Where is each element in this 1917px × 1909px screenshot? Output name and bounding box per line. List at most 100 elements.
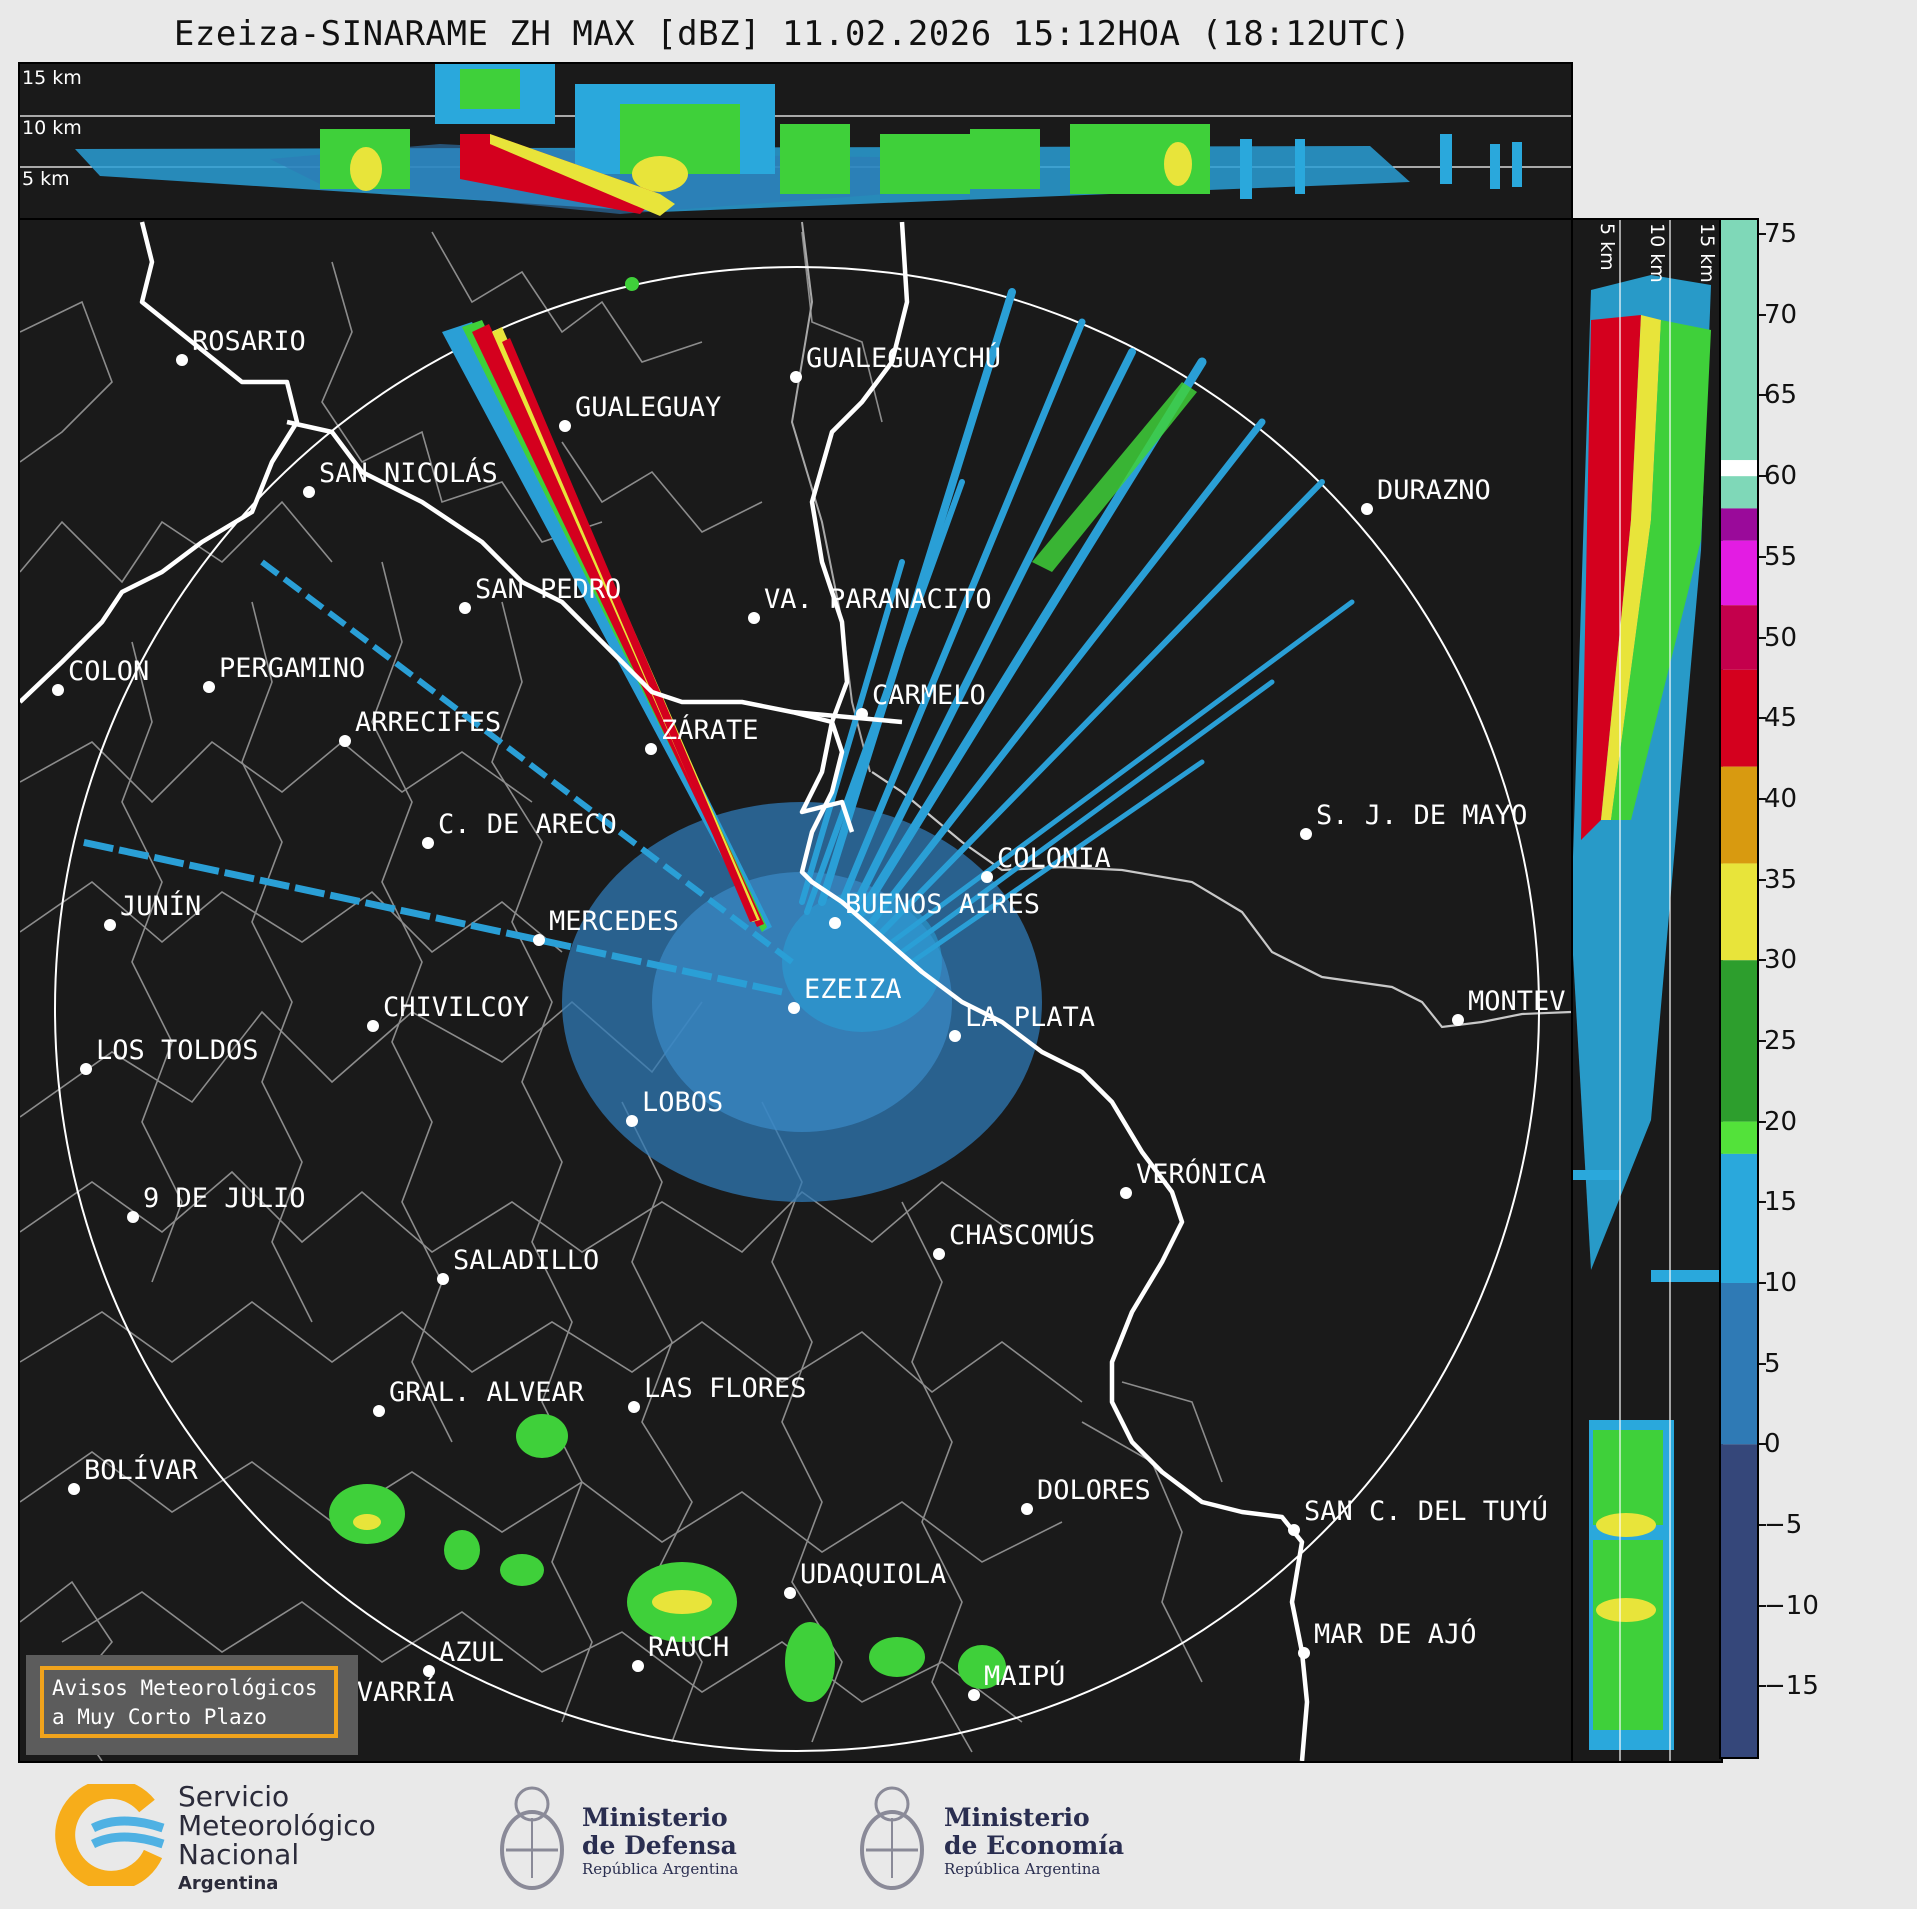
city-label: EZEIZA bbox=[804, 974, 902, 1005]
height-label-5km: 5 km bbox=[22, 168, 70, 190]
radar-map: ROSARIO GUALEGUAYCHÚ GUALEGUAY SAN NICOLÁS D… bbox=[20, 221, 1571, 1761]
department-boundaries bbox=[20, 231, 1223, 1761]
city-la-plata: LA PLATA bbox=[949, 1002, 1095, 1042]
colorbar-tick-mark bbox=[1759, 959, 1766, 962]
city-marker bbox=[788, 1002, 800, 1014]
colorbar-tick-label: 70 bbox=[1764, 299, 1798, 330]
colorbar-tick-mark bbox=[1759, 475, 1766, 478]
city-marker bbox=[437, 1273, 449, 1285]
top-cross-section-panel: 15 km 10 km 5 km bbox=[18, 62, 1573, 220]
city-label: DOLORES bbox=[1037, 1475, 1151, 1506]
ministerio-economia-logo: Ministerio de Economía República Argenti… bbox=[944, 1803, 1125, 1879]
city-va-paranacito: VA. PARANACITO bbox=[748, 584, 992, 624]
city-azul: AZUL bbox=[423, 1637, 504, 1677]
city-jun-n: JUNÍN bbox=[104, 890, 201, 931]
city-label: VA. PARANACITO bbox=[764, 584, 992, 615]
ministerio-defensa-logo: Ministerio de Defensa República Argentin… bbox=[582, 1803, 739, 1879]
city-marker bbox=[559, 420, 571, 432]
city-san-pedro: SAN PEDRO bbox=[459, 574, 621, 614]
warning-line-2: a Muy Corto Plazo bbox=[52, 1705, 267, 1729]
city-label: COLON bbox=[68, 656, 149, 687]
city-rosario: ROSARIO bbox=[176, 326, 306, 366]
city-label: 9 DE JULIO bbox=[143, 1183, 306, 1214]
colorbar-tick-mark bbox=[1759, 1281, 1766, 1284]
colorbar-tick-mark bbox=[1759, 313, 1766, 316]
colorbar-tick-label: 20 bbox=[1764, 1106, 1798, 1137]
colorbar-band-12 bbox=[1719, 1444, 1759, 1759]
city-marker bbox=[1021, 1503, 1033, 1515]
city-marker bbox=[1361, 503, 1373, 515]
city-buenos-aires: BUENOS AIRES bbox=[829, 889, 1040, 929]
warning-box-bg bbox=[26, 1655, 358, 1755]
city-marker bbox=[645, 743, 657, 755]
city-marker bbox=[1288, 1524, 1300, 1536]
city-chascom-s: CHASCOMÚS bbox=[933, 1219, 1095, 1260]
colorbar-band-10 bbox=[1719, 1153, 1759, 1283]
city-marker bbox=[968, 1689, 980, 1701]
city-bol-var: BOLÍVAR bbox=[68, 1454, 199, 1495]
colorbar-tick-label: 15 bbox=[1764, 1187, 1798, 1218]
colorbar-tick-mark bbox=[1759, 233, 1766, 236]
colorbar-tick-label: 10 bbox=[1764, 1267, 1798, 1298]
radar-echoes bbox=[81, 277, 1355, 1702]
city-marker bbox=[339, 735, 351, 747]
city-los-toldos: LOS TOLDOS bbox=[80, 1035, 259, 1075]
colorbar-tick-label: 65 bbox=[1764, 380, 1798, 411]
city-marker bbox=[784, 1587, 796, 1599]
city-maip-: MAIPÚ bbox=[968, 1660, 1065, 1701]
colorbar-tick-label: 5 bbox=[1764, 1348, 1781, 1379]
warning-link-box[interactable]: Avisos Meteorológicos a Muy Corto Plazo bbox=[40, 1666, 338, 1738]
uruguay-river-border bbox=[790, 221, 871, 773]
city-label: LOBOS bbox=[642, 1087, 723, 1118]
colorbar-tick-label: 75 bbox=[1764, 219, 1798, 250]
colorbar-band-0 bbox=[1719, 218, 1759, 509]
city-label: LAS FLORES bbox=[644, 1373, 807, 1404]
side-cross-section-panel: 5 km 10 km 15 km bbox=[1569, 218, 1723, 1763]
city-durazno: DURAZNO bbox=[1361, 475, 1491, 515]
city-gualeguaych-: GUALEGUAYCHÚ bbox=[790, 342, 1001, 383]
city-marker bbox=[68, 1483, 80, 1495]
city-marker bbox=[933, 1248, 945, 1260]
smn-logo-text: Servicio Meteorológico Nacional Argentin… bbox=[178, 1780, 376, 1894]
colorbar-tick-mark bbox=[1759, 1524, 1766, 1527]
uruguay-coastline bbox=[871, 771, 1571, 1029]
city-dolores: DOLORES bbox=[1021, 1475, 1151, 1515]
colorbar-band-11 bbox=[1719, 1282, 1759, 1445]
city-marker bbox=[790, 371, 802, 383]
city-chivilcoy: CHIVILCOY bbox=[367, 992, 529, 1032]
city-marker bbox=[176, 354, 188, 366]
city-marker bbox=[626, 1115, 638, 1127]
city-lobos: LOBOS bbox=[626, 1087, 723, 1127]
city-label: BUENOS AIRES bbox=[845, 889, 1040, 920]
colorbar-tick-label: 40 bbox=[1764, 783, 1798, 814]
city-carmelo: CARMELO bbox=[856, 680, 986, 720]
city-marker bbox=[1298, 1647, 1310, 1659]
side-height-label-5km: 5 km bbox=[1596, 223, 1618, 271]
city-label: SAN NICOLÁS bbox=[319, 457, 498, 489]
city-arrecifes: ARRECIFES bbox=[339, 707, 501, 747]
city-ver-nica: VERÓNICA bbox=[1120, 1158, 1266, 1199]
colorbar-band-3 bbox=[1719, 540, 1759, 606]
city-marker bbox=[748, 612, 760, 624]
city-label: MONTEV bbox=[1468, 986, 1566, 1017]
colorbar-tick-mark bbox=[1759, 1685, 1766, 1688]
colorbar-tick-mark bbox=[1759, 1201, 1766, 1204]
map-title: Ezeiza-SINARAME ZH MAX [dBZ] 11.02.2026 … bbox=[173, 14, 1412, 54]
colorbar-tick-label: 35 bbox=[1764, 864, 1798, 895]
colorbar-tick-mark bbox=[1759, 1120, 1766, 1123]
city-label: SALADILLO bbox=[453, 1245, 599, 1276]
city-udaquiola: UDAQUIOLA bbox=[784, 1559, 946, 1599]
colorbar-band-2 bbox=[1719, 508, 1759, 541]
colorbar-band-5 bbox=[1719, 669, 1759, 767]
height-label-15km: 15 km bbox=[22, 67, 82, 89]
colorbar-tick-label: 55 bbox=[1764, 541, 1798, 572]
side-cross-section: 5 km 10 km 15 km bbox=[1571, 220, 1721, 1761]
city-marker bbox=[628, 1401, 640, 1413]
colorbar-tick-label: −15 bbox=[1764, 1671, 1819, 1702]
city-z-rate: ZÁRATE bbox=[645, 714, 759, 755]
city-label: DURAZNO bbox=[1377, 475, 1491, 506]
city-label: JUNÍN bbox=[120, 890, 201, 922]
colorbar-band-7 bbox=[1719, 863, 1759, 961]
colorbar-tick-label: 25 bbox=[1764, 1025, 1798, 1056]
city-c-de-areco: C. DE ARECO bbox=[422, 809, 617, 849]
